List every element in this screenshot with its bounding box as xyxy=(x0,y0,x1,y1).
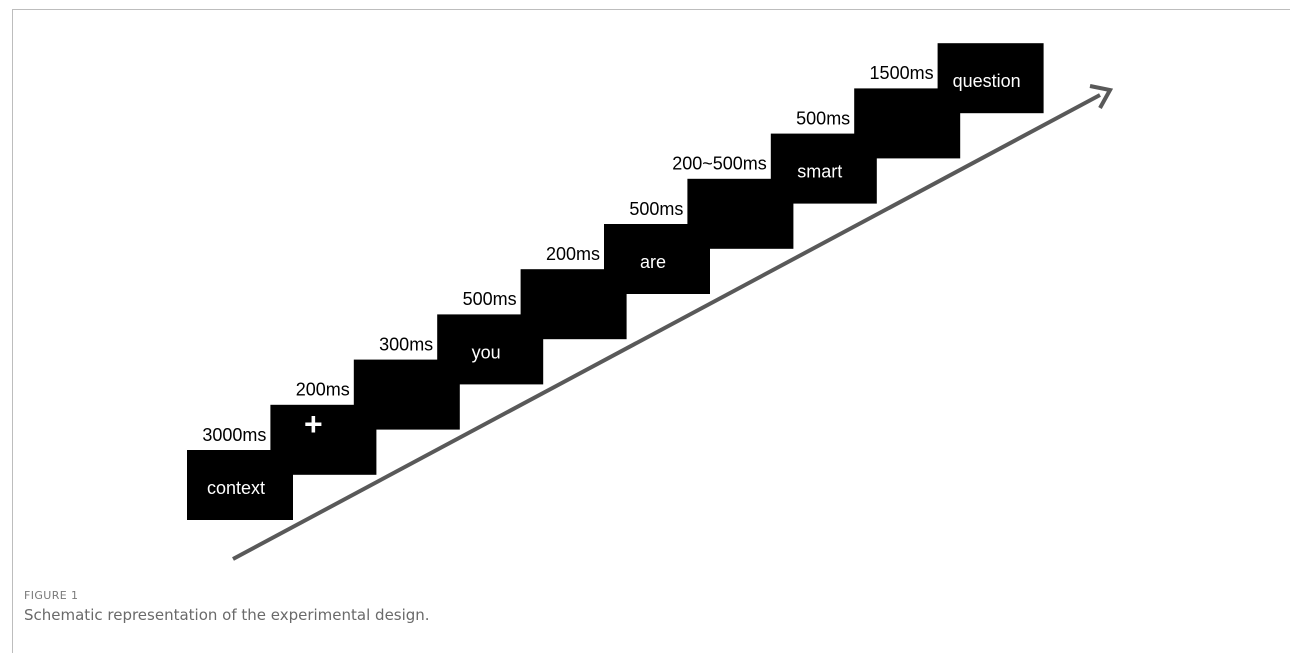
left-border xyxy=(12,9,13,653)
timeline-diagram: context + you are smart question 3000ms 200ms 3… xyxy=(187,43,1114,561)
duration-label: 200ms xyxy=(296,380,350,400)
stimulus-text: you xyxy=(472,342,501,362)
time-arrow-head xyxy=(1089,84,1114,109)
top-border xyxy=(12,9,1290,10)
stimulus-text: smart xyxy=(797,162,842,182)
duration-label: 500ms xyxy=(463,289,517,309)
stimulus-text: question xyxy=(953,71,1021,91)
duration-label: 3000ms xyxy=(202,425,266,445)
duration-label: 200ms xyxy=(546,244,600,264)
duration-label: 1500ms xyxy=(870,63,934,83)
figure-label: FIGURE 1 xyxy=(24,589,79,602)
stimulus-screen xyxy=(937,43,1044,114)
duration-label: 500ms xyxy=(629,199,683,219)
duration-label: 200~500ms xyxy=(672,154,767,174)
stimulus-text: + xyxy=(304,406,323,442)
duration-label: 300ms xyxy=(379,334,433,354)
duration-label: 500ms xyxy=(796,108,850,128)
figure-caption: Schematic representation of the experime… xyxy=(24,606,430,624)
time-arrow-line xyxy=(232,93,1101,561)
stimulus-text: context xyxy=(207,478,265,498)
stimulus-text: are xyxy=(640,252,666,272)
